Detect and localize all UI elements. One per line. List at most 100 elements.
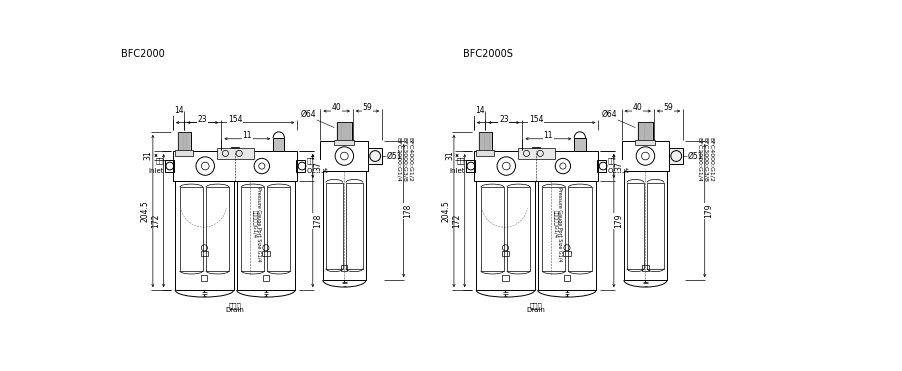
Text: 11: 11	[543, 131, 552, 140]
Bar	[538, 181, 595, 290]
Bar	[179, 187, 203, 271]
Text: BFC3000:G3/8: BFC3000:G3/8	[401, 137, 407, 181]
Text: BFC4000:G1/2: BFC4000:G1/2	[408, 137, 413, 181]
Text: 172: 172	[152, 213, 161, 228]
Text: Pressure Gauge Port Size G1/4: Pressure Gauge Port Size G1/4	[557, 187, 561, 261]
Text: Ø51: Ø51	[386, 151, 401, 161]
Text: 204.5: 204.5	[441, 200, 450, 222]
Text: 154: 154	[227, 115, 242, 124]
Text: 14: 14	[474, 106, 483, 115]
Bar	[563, 275, 569, 281]
Bar	[296, 160, 305, 172]
Bar	[542, 187, 565, 271]
Bar	[262, 275, 269, 281]
Text: 154: 154	[529, 115, 543, 124]
Text: 11: 11	[243, 131, 252, 140]
Bar	[623, 171, 667, 280]
Bar	[574, 138, 584, 151]
Bar	[217, 148, 253, 159]
Bar	[231, 147, 239, 153]
Bar	[474, 151, 598, 181]
Text: 入口: 入口	[155, 157, 163, 164]
Text: 179: 179	[704, 203, 713, 218]
Text: 入口: 入口	[456, 157, 465, 164]
Text: Inlet: Inlet	[448, 168, 465, 174]
Bar	[336, 122, 352, 141]
Bar	[668, 148, 683, 164]
Text: 23: 23	[198, 115, 207, 124]
Text: 排水口: 排水口	[228, 302, 241, 309]
Text: 排水口: 排水口	[529, 302, 542, 309]
Text: Outlet: Outlet	[607, 168, 629, 174]
Text: 31: 31	[445, 151, 454, 160]
Text: 178: 178	[313, 213, 321, 228]
Text: Drain: Drain	[526, 307, 545, 313]
Bar	[201, 275, 207, 281]
Bar	[320, 141, 368, 171]
Text: 40: 40	[331, 104, 341, 112]
Bar	[626, 183, 643, 269]
Bar	[568, 187, 591, 271]
Text: 31: 31	[143, 151, 152, 160]
Bar	[326, 183, 343, 269]
Text: BFC2000:G1/4: BFC2000:G1/4	[696, 137, 701, 181]
Text: BFC4000:G1/2: BFC4000:G1/2	[709, 137, 713, 181]
Text: 37: 37	[613, 161, 622, 171]
Text: 23: 23	[499, 115, 508, 124]
Text: 59: 59	[663, 104, 673, 112]
Bar	[637, 122, 652, 141]
Bar	[334, 139, 354, 145]
Text: Ø64: Ø64	[601, 110, 616, 119]
Bar	[206, 187, 229, 271]
Bar	[465, 160, 475, 172]
Bar	[322, 171, 365, 280]
Bar	[481, 187, 503, 271]
Bar	[518, 148, 554, 159]
Text: BFC2000:G1/4: BFC2000:G1/4	[395, 137, 400, 181]
Text: BFC3000:G3/8: BFC3000:G3/8	[703, 137, 707, 181]
Bar	[646, 183, 663, 269]
Bar	[532, 147, 539, 153]
Text: 37: 37	[313, 161, 321, 171]
Text: 出口: 出口	[307, 157, 315, 164]
Bar	[475, 181, 534, 290]
Text: 压力表口径G1/4: 压力表口径G1/4	[252, 210, 257, 238]
Text: Outlet: Outlet	[307, 168, 328, 174]
Text: BFC2000: BFC2000	[121, 49, 165, 59]
Text: Ø64: Ø64	[299, 110, 316, 119]
Text: 178: 178	[402, 203, 411, 218]
Text: 59: 59	[363, 104, 372, 112]
Bar	[341, 265, 347, 271]
Text: 出口: 出口	[607, 157, 615, 164]
Bar	[178, 132, 190, 151]
Bar	[478, 132, 492, 151]
Text: 172: 172	[452, 213, 461, 228]
Text: Pressure Gauge Port Size G1/4: Pressure Gauge Port Size G1/4	[255, 187, 261, 261]
Text: 14: 14	[173, 106, 183, 115]
Bar	[267, 187, 290, 271]
Text: Drain: Drain	[226, 307, 244, 313]
Text: Inlet: Inlet	[148, 168, 163, 174]
Bar	[165, 160, 174, 172]
Bar	[596, 160, 605, 172]
Text: 40: 40	[632, 104, 642, 112]
Bar	[502, 275, 508, 281]
Text: BFC2000S: BFC2000S	[463, 49, 512, 59]
Bar	[506, 187, 529, 271]
Bar	[172, 151, 297, 181]
Bar	[241, 187, 264, 271]
Bar	[476, 150, 493, 156]
Text: 压力表口径G1/4: 压力表口径G1/4	[552, 210, 557, 238]
Bar	[175, 181, 234, 290]
Bar	[272, 138, 284, 151]
Bar	[175, 150, 193, 156]
Bar	[236, 181, 295, 290]
Bar	[621, 141, 668, 171]
Bar	[641, 265, 648, 271]
Bar	[368, 148, 382, 164]
Text: 204.5: 204.5	[141, 200, 150, 222]
Text: 179: 179	[613, 213, 622, 228]
Bar	[635, 139, 655, 145]
Text: Ø51: Ø51	[687, 151, 703, 161]
Bar	[345, 183, 363, 269]
